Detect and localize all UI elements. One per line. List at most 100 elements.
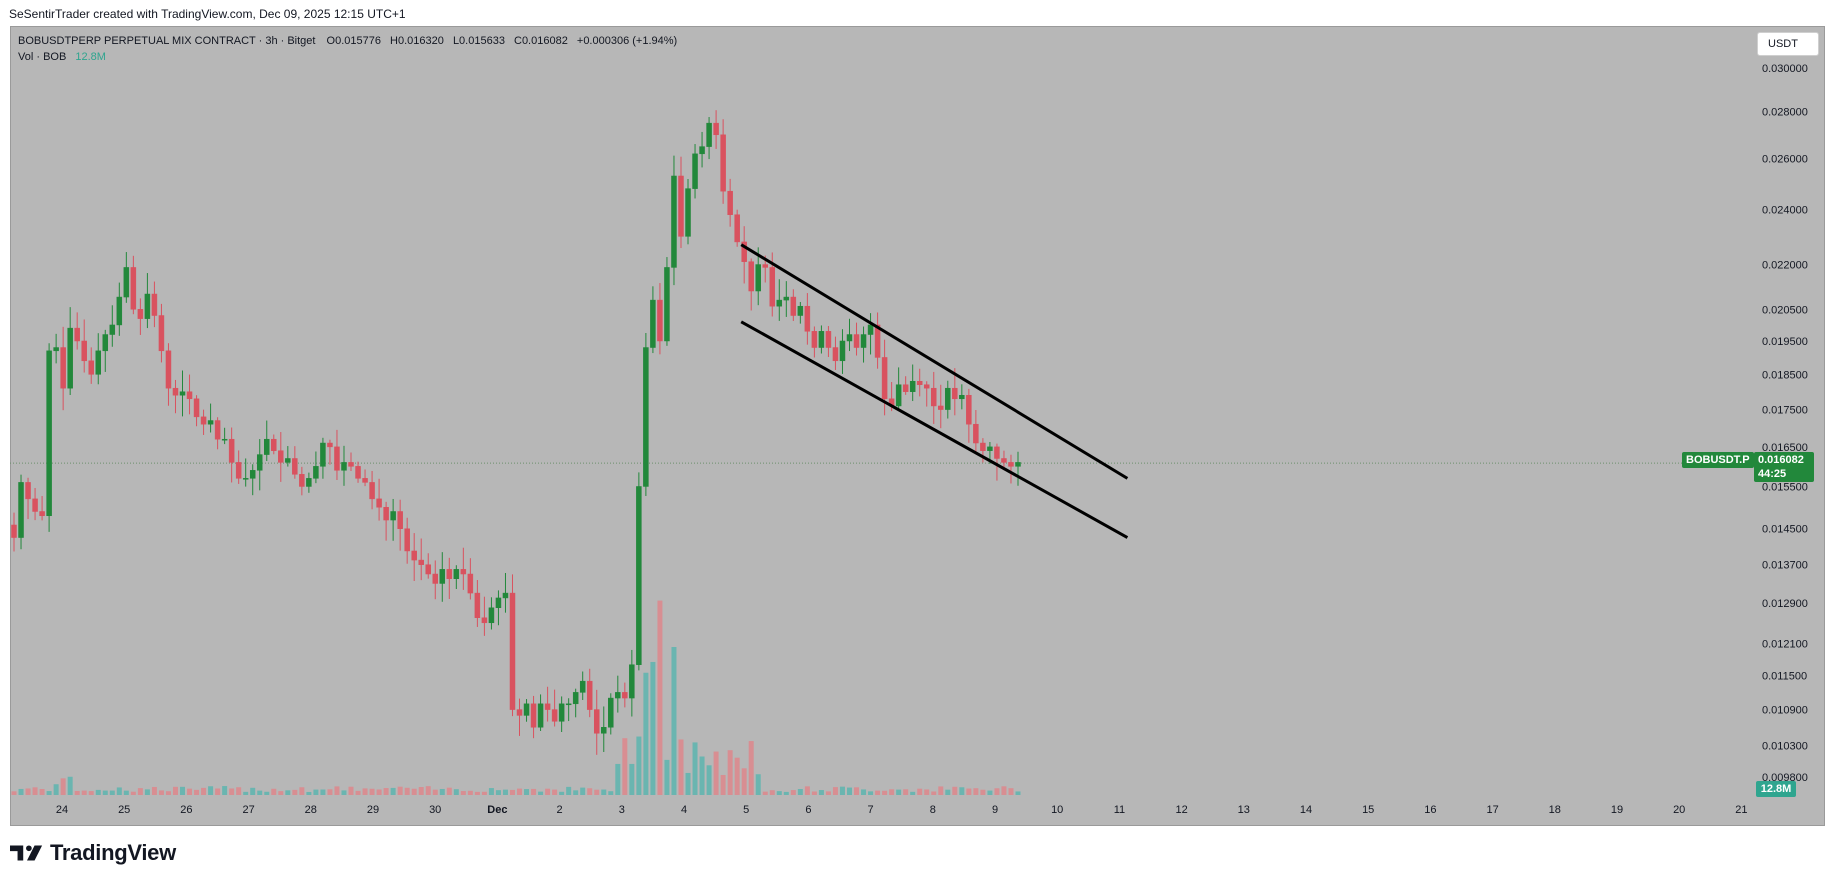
candle-body xyxy=(432,573,439,584)
bar-countdown: 44:25 xyxy=(1758,468,1787,480)
candle-body xyxy=(467,573,474,594)
candle-body xyxy=(994,446,1000,459)
candle-body xyxy=(362,478,368,483)
volume-bar xyxy=(973,788,979,795)
candle-body xyxy=(235,462,242,479)
volume-bar xyxy=(832,787,838,795)
volume-bar xyxy=(896,789,902,795)
volume-bar xyxy=(910,791,916,795)
x-tick-label: Dec xyxy=(487,804,507,816)
symbol-legend: BOBUSDTPERP PERPETUAL MIX CONTRACT · 3h … xyxy=(18,35,677,47)
volume-bar xyxy=(931,791,937,795)
candle-body xyxy=(214,420,221,440)
candle-body xyxy=(544,703,551,710)
x-tick-label: 24 xyxy=(56,804,68,816)
candle-body xyxy=(664,267,670,342)
candle-body xyxy=(348,462,354,467)
candle-body xyxy=(916,380,923,385)
volume-bar xyxy=(825,791,831,795)
volume-bar xyxy=(917,788,923,795)
candle-body xyxy=(341,462,347,471)
currency-button[interactable]: USDT xyxy=(1757,32,1819,56)
chart-pane[interactable] xyxy=(10,26,1825,826)
candle-body xyxy=(60,347,66,389)
volume-bar xyxy=(692,742,698,795)
candle-body xyxy=(495,597,502,609)
x-tick-label: 8 xyxy=(930,804,936,816)
volume-bar xyxy=(271,788,277,795)
volume-bar xyxy=(81,790,87,795)
symbol-price-badge: BOBUSDT.P xyxy=(1682,452,1754,468)
volume-bar xyxy=(875,790,881,795)
candle-body xyxy=(460,569,467,575)
y-tick-label: 0.012900 xyxy=(1762,598,1808,610)
volume-bar xyxy=(678,739,684,795)
volume-bar xyxy=(411,788,417,795)
x-tick-label: 7 xyxy=(868,804,874,816)
candle-body xyxy=(207,420,214,425)
ohlc-low: L0.015633 xyxy=(452,35,505,47)
volume-bar xyxy=(559,791,565,795)
volume-bar xyxy=(432,789,438,795)
volume-bar xyxy=(699,756,705,795)
volume-bar xyxy=(846,787,852,795)
volume-bar xyxy=(903,789,909,795)
volume-bar xyxy=(531,788,537,795)
volume-bar xyxy=(868,791,874,795)
volume-bar xyxy=(1008,788,1014,795)
volume-bar xyxy=(355,790,361,795)
volume-bar xyxy=(194,789,200,795)
tradingview-logo[interactable]: TradingView xyxy=(10,840,176,866)
x-tick-label: 5 xyxy=(743,804,749,816)
brand-name: TradingView xyxy=(50,840,176,865)
x-tick-label: 28 xyxy=(305,804,317,816)
candle-body xyxy=(629,664,635,699)
candle-body xyxy=(158,315,165,352)
volume-bar xyxy=(158,790,164,795)
volume-bar xyxy=(362,788,368,795)
y-tick-label: 0.018500 xyxy=(1762,369,1808,381)
candle-body xyxy=(776,299,783,307)
candle-body xyxy=(32,498,38,512)
x-tick-label: 21 xyxy=(1735,804,1747,816)
candle-body xyxy=(895,384,902,407)
candle-body xyxy=(11,524,17,538)
volume-bar xyxy=(720,774,726,795)
volume-bar xyxy=(474,791,480,795)
volume-bar xyxy=(32,787,38,795)
volume-bar xyxy=(446,787,452,795)
candle-body xyxy=(186,391,193,400)
volume-bar xyxy=(180,786,186,795)
candle-body xyxy=(299,474,305,487)
candle-body xyxy=(228,438,235,463)
candle-body xyxy=(18,482,24,538)
candle-body xyxy=(790,296,797,316)
volume-bar xyxy=(706,765,712,795)
candle-body xyxy=(622,692,628,699)
volume-bar xyxy=(524,789,530,795)
candle-body xyxy=(376,498,382,508)
volume-bar xyxy=(671,647,677,795)
volume-bar xyxy=(741,768,747,795)
volume-bar xyxy=(818,790,824,795)
x-tick-label: 6 xyxy=(805,804,811,816)
volume-bar xyxy=(383,788,389,795)
volume-bar xyxy=(39,789,45,795)
x-tick-label: 14 xyxy=(1300,804,1312,816)
candle-body xyxy=(355,466,361,479)
volume-bar xyxy=(783,791,789,795)
volume-bar xyxy=(257,790,263,795)
volume-bar xyxy=(201,787,207,795)
candle-body xyxy=(334,446,340,471)
volume-bar xyxy=(11,791,17,795)
x-tick-label: 18 xyxy=(1549,804,1561,816)
candle-body xyxy=(165,350,172,389)
x-tick-label: 13 xyxy=(1238,804,1250,816)
candle-body xyxy=(200,416,207,425)
candle-body xyxy=(811,331,818,348)
candle-body xyxy=(88,360,94,375)
y-tick-label: 0.020500 xyxy=(1762,304,1808,316)
candle-body xyxy=(1008,462,1014,467)
volume-bar xyxy=(538,791,544,795)
